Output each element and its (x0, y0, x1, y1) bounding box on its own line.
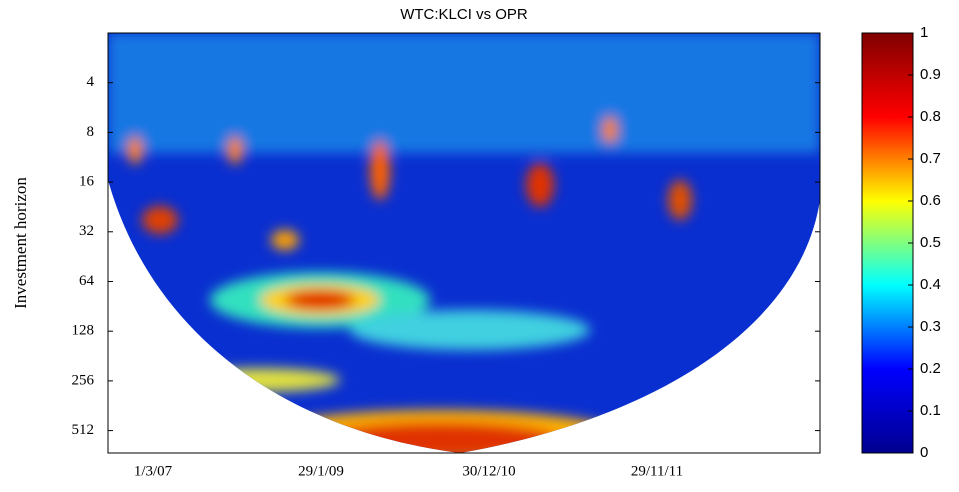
colorbar (861, 32, 914, 454)
x-tick-label: 1/3/07 (134, 463, 173, 479)
colorbar-tick-label: 0.2 (920, 360, 941, 377)
colorbar-tick-label: 0.8 (920, 108, 941, 125)
y-tick-label: 256 (72, 372, 95, 388)
y-tick-label: 128 (72, 323, 95, 339)
colorbar-tick-label: 0.1 (920, 402, 941, 419)
chart-title: WTC:KLCI vs OPR (400, 6, 528, 23)
x-tick-label: 29/11/11 (631, 463, 683, 479)
colorbar-tick-label: 0.7 (920, 150, 941, 167)
colorbar-tick-label: 0.4 (920, 276, 941, 293)
colorbar-tick-label: 0.5 (920, 234, 941, 251)
colorbar-tick-label: 0.9 (920, 66, 941, 83)
y-tick-label: 4 (87, 74, 95, 90)
colorbar-tick-label: 1 (920, 24, 928, 41)
coherence-field (108, 33, 820, 453)
y-tick-label: 8 (87, 124, 95, 140)
colorbar-tick-label: 0.6 (920, 192, 941, 209)
x-tick-label: 30/12/10 (462, 463, 515, 479)
colorbar-tick-label: 0 (920, 444, 928, 461)
y-tick-label: 64 (79, 273, 95, 289)
plot-frame (107, 32, 821, 454)
colorbar-tick-label: 0.3 (920, 318, 941, 335)
x-tick-label: 29/1/09 (298, 463, 344, 479)
y-axis-label: Investment horizon (11, 177, 30, 309)
y-tick-label: 512 (72, 422, 95, 438)
y-tick-label: 16 (79, 174, 95, 190)
y-tick-label: 32 (79, 223, 94, 239)
